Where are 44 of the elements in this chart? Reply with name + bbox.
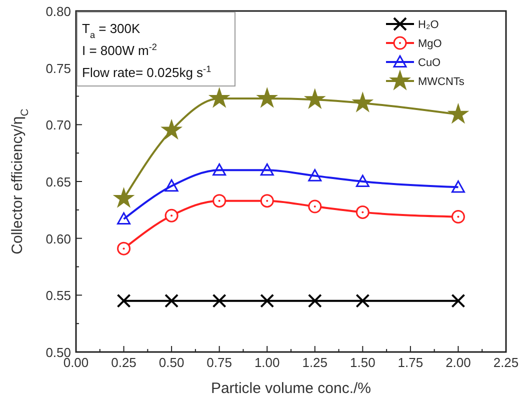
legend-label: MWCNTs (418, 76, 465, 88)
point (117, 212, 131, 225)
legend-label: CuO (418, 57, 442, 69)
y-tick-label: 0.55 (46, 288, 71, 304)
point (162, 120, 182, 139)
point (260, 163, 274, 176)
point (260, 194, 274, 208)
x-tick-label: 0.50 (158, 355, 184, 370)
point (114, 188, 134, 208)
y-tick-label: 0.65 (46, 174, 71, 190)
x-tick-label: 2.25 (493, 355, 519, 370)
x-tick-label: 1.25 (302, 355, 328, 370)
point (356, 205, 370, 219)
point (117, 242, 131, 256)
annotation: Flow rate= 0.025kg s$^{-1}$ (82, 64, 212, 80)
point (304, 89, 325, 108)
point (451, 210, 465, 224)
point (257, 88, 278, 108)
x-tick-label: 2.00 (446, 355, 471, 370)
y-tick-label: 0.60 (46, 231, 71, 246)
y-tick-label: 0.70 (46, 118, 71, 133)
x-axis-title: Particle volume conc./% (210, 380, 372, 397)
point (448, 104, 468, 123)
point (451, 180, 465, 193)
point (212, 163, 226, 176)
legend-label: H₂O (418, 19, 440, 31)
point (209, 88, 230, 108)
annotation: I = 800W m$^{-2}$ (82, 42, 157, 58)
legend-label: MgO (418, 38, 442, 50)
y-tick-label: 0.80 (46, 4, 71, 19)
x-tick-label: 0.75 (206, 355, 232, 370)
point (352, 92, 373, 112)
point (308, 200, 322, 214)
annotation: T$_{a}$ = 300K (82, 21, 141, 40)
y-tick-label: 0.75 (46, 60, 71, 76)
x-tick-label: 1.50 (350, 355, 376, 370)
point (308, 169, 322, 182)
point (212, 194, 226, 208)
point (356, 174, 370, 188)
x-tick-label: 1.75 (398, 355, 424, 370)
x-tick-label: 1.00 (254, 355, 280, 370)
point (164, 208, 178, 222)
point (164, 179, 178, 192)
x-tick-label: 0.25 (111, 355, 136, 370)
